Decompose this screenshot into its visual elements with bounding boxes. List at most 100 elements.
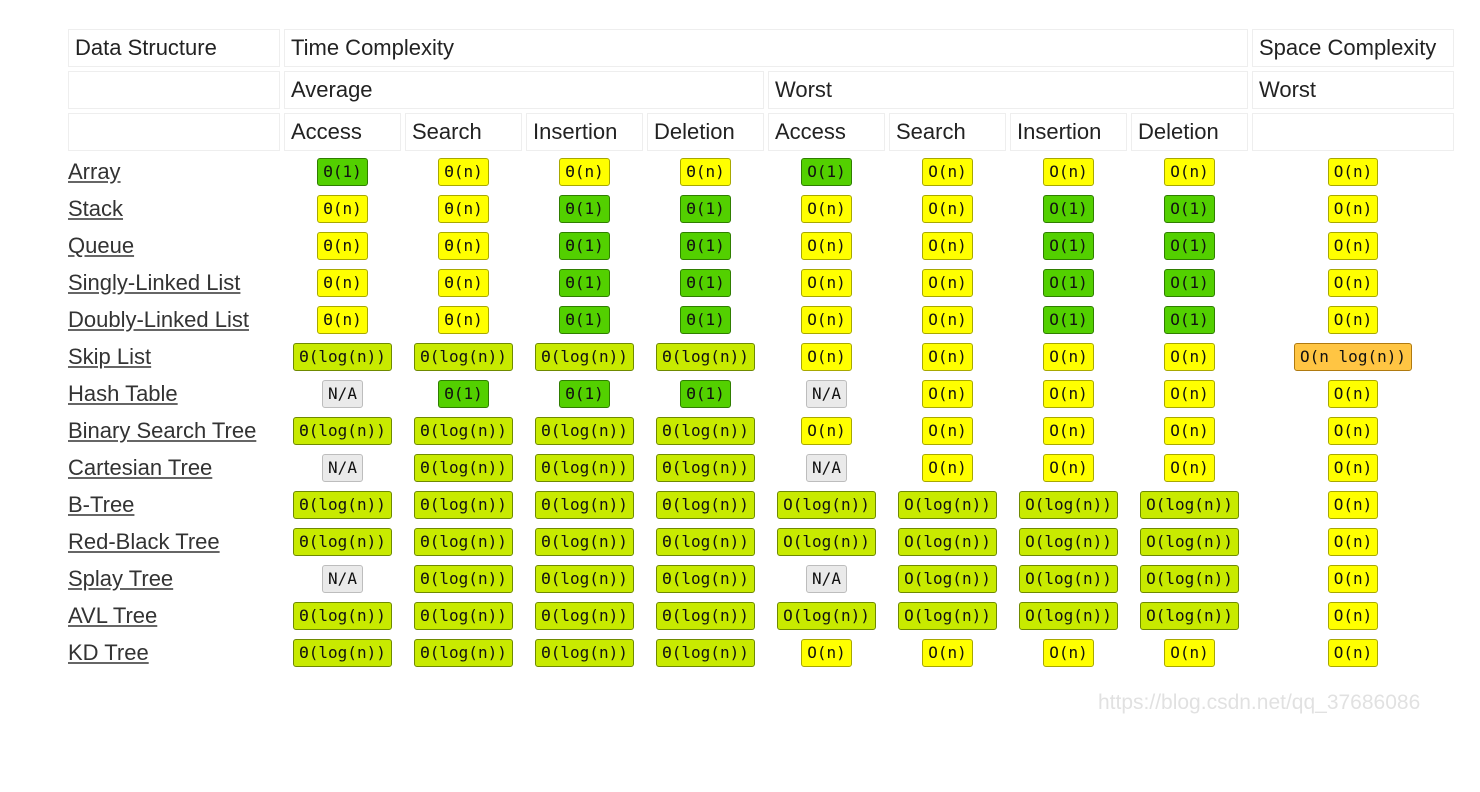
complexity-cell: Θ(1) bbox=[647, 229, 764, 262]
data-structure-link[interactable]: Splay Tree bbox=[68, 565, 174, 591]
complexity-badge: Θ(n) bbox=[438, 305, 489, 334]
complexity-cell: Θ(log(n)) bbox=[647, 525, 764, 558]
header-space-complexity: Space Complexity bbox=[1252, 29, 1454, 67]
complexity-cell: N/A bbox=[284, 377, 401, 410]
complexity-badge: Θ(n) bbox=[317, 305, 368, 334]
table-row: Cartesian Tree N/A Θ(log(n)) Θ(log(n)) Θ(log… bbox=[68, 451, 1454, 484]
data-structure-link[interactable]: KD Tree bbox=[68, 639, 149, 665]
complexity-badge: Θ(log(n)) bbox=[535, 416, 634, 445]
data-structure-link[interactable]: Skip List bbox=[68, 343, 152, 369]
complexity-badge: Θ(log(n)) bbox=[535, 342, 634, 371]
complexity-badge: O(n) bbox=[1327, 379, 1379, 408]
complexity-cell: O(n) bbox=[1252, 562, 1454, 595]
complexity-cell: Θ(log(n)) bbox=[526, 562, 643, 595]
complexity-badge: O(1) bbox=[1164, 231, 1215, 260]
complexity-cell: O(log(n)) bbox=[1131, 599, 1248, 632]
header-time-complexity: Time Complexity bbox=[284, 29, 1248, 67]
complexity-cell: O(log(n)) bbox=[889, 562, 1006, 595]
header-op-avg-insertion: Insertion bbox=[526, 113, 643, 151]
table-row: Splay Tree N/A Θ(log(n)) Θ(log(n)) Θ(log(n))… bbox=[68, 562, 1454, 595]
data-structure-link[interactable]: Doubly-Linked List bbox=[68, 306, 249, 332]
complexity-cell: Θ(n) bbox=[284, 229, 401, 262]
complexity-cell: Θ(n) bbox=[647, 155, 764, 188]
complexity-badge: O(1) bbox=[1043, 268, 1094, 297]
complexity-cell: O(n) bbox=[1131, 340, 1248, 373]
data-structure-link[interactable]: AVL Tree bbox=[68, 602, 158, 628]
data-structure-link[interactable]: Binary Search Tree bbox=[68, 417, 257, 443]
complexity-cell: O(1) bbox=[1131, 229, 1248, 262]
complexity-cell: O(n) bbox=[889, 155, 1006, 188]
complexity-cell: O(log(n)) bbox=[1131, 488, 1248, 521]
header-empty-cell bbox=[1252, 113, 1454, 151]
complexity-cell: Θ(1) bbox=[526, 377, 643, 410]
complexity-cell: Θ(n) bbox=[284, 192, 401, 225]
complexity-badge: Θ(log(n)) bbox=[656, 638, 755, 667]
complexity-cell: O(log(n)) bbox=[1131, 562, 1248, 595]
table-row: AVL Tree Θ(log(n)) Θ(log(n)) Θ(log(n)) Θ(log… bbox=[68, 599, 1454, 632]
complexity-badge: Θ(n) bbox=[317, 268, 368, 297]
complexity-cell: O(n) bbox=[1010, 155, 1127, 188]
complexity-cell: O(n) bbox=[889, 303, 1006, 336]
complexity-cell: Θ(n) bbox=[405, 303, 522, 336]
complexity-badge: O(n) bbox=[1327, 490, 1379, 519]
complexity-cell: O(log(n)) bbox=[1010, 488, 1127, 521]
complexity-badge: Θ(1) bbox=[680, 231, 731, 260]
data-structure-link[interactable]: Cartesian Tree bbox=[68, 454, 213, 480]
complexity-cell: O(n) bbox=[1131, 451, 1248, 484]
data-structure-link[interactable]: Hash Table bbox=[68, 380, 178, 406]
complexity-cell: O(log(n)) bbox=[1010, 562, 1127, 595]
complexity-cell: Θ(n) bbox=[405, 229, 522, 262]
complexity-badge: O(1) bbox=[1043, 194, 1094, 223]
complexity-badge: Θ(log(n)) bbox=[414, 342, 513, 371]
complexity-cell: Θ(1) bbox=[405, 377, 522, 410]
data-structure-link[interactable]: Stack bbox=[68, 195, 124, 221]
complexity-badge: Θ(log(n)) bbox=[535, 527, 634, 556]
complexity-cell: O(log(n)) bbox=[889, 488, 1006, 521]
header-op-avg-access: Access bbox=[284, 113, 401, 151]
header-empty-cell bbox=[68, 113, 280, 151]
complexity-cell: O(n) bbox=[768, 340, 885, 373]
complexity-cell: Θ(n) bbox=[284, 303, 401, 336]
complexity-cell: O(n) bbox=[1131, 155, 1248, 188]
complexity-badge: O(log(n)) bbox=[777, 527, 876, 556]
complexity-cell: O(log(n)) bbox=[768, 599, 885, 632]
complexity-cell: O(1) bbox=[768, 155, 885, 188]
complexity-cell: Θ(1) bbox=[647, 192, 764, 225]
row-name-cell: Doubly-Linked List bbox=[68, 303, 280, 336]
complexity-cell: Θ(1) bbox=[526, 192, 643, 225]
complexity-cell: Θ(n) bbox=[405, 155, 522, 188]
complexity-badge: O(n) bbox=[1327, 268, 1379, 297]
row-name-cell: Hash Table bbox=[68, 377, 280, 410]
data-structure-link[interactable]: Array bbox=[68, 158, 121, 184]
complexity-badge: N/A bbox=[806, 564, 847, 593]
complexity-badge: Θ(log(n)) bbox=[293, 638, 392, 667]
table-body: Array Θ(1) Θ(n) Θ(n) Θ(n) O(1) O(n) O(n) O(n) O(n… bbox=[68, 155, 1454, 669]
data-structure-link[interactable]: Queue bbox=[68, 232, 135, 258]
complexity-cell: Θ(log(n)) bbox=[526, 636, 643, 669]
data-structure-link[interactable]: Red-Black Tree bbox=[68, 528, 220, 554]
data-structure-link[interactable]: B-Tree bbox=[68, 491, 135, 517]
row-name-cell: KD Tree bbox=[68, 636, 280, 669]
complexity-badge: Θ(log(n)) bbox=[535, 490, 634, 519]
table-row: Red-Black Tree Θ(log(n)) Θ(log(n)) Θ(log(n)… bbox=[68, 525, 1454, 558]
complexity-badge: Θ(1) bbox=[559, 268, 610, 297]
complexity-cell: O(n) bbox=[1131, 377, 1248, 410]
complexity-badge: O(1) bbox=[1043, 231, 1094, 260]
complexity-cell: O(log(n)) bbox=[889, 525, 1006, 558]
complexity-cell: Θ(log(n)) bbox=[526, 599, 643, 632]
complexity-badge: Θ(n) bbox=[317, 231, 368, 260]
complexity-badge: Θ(log(n)) bbox=[535, 638, 634, 667]
header-row-1: Data Structure Time Complexity Space Com… bbox=[68, 29, 1454, 67]
data-structure-link[interactable]: Singly-Linked List bbox=[68, 269, 241, 295]
complexity-badge: O(n) bbox=[1043, 453, 1094, 482]
complexity-cell: Θ(n) bbox=[284, 266, 401, 299]
complexity-cell: Θ(log(n)) bbox=[526, 414, 643, 447]
row-name-cell: Queue bbox=[68, 229, 280, 262]
table-row: B-Tree Θ(log(n)) Θ(log(n)) Θ(log(n)) Θ(log(n… bbox=[68, 488, 1454, 521]
complexity-badge: Θ(n) bbox=[438, 231, 489, 260]
complexity-cell: Θ(log(n)) bbox=[405, 599, 522, 632]
complexity-cell: O(n) bbox=[1010, 340, 1127, 373]
header-average: Average bbox=[284, 71, 764, 109]
complexity-cell: Θ(log(n)) bbox=[405, 340, 522, 373]
complexity-badge: Θ(n) bbox=[680, 157, 731, 186]
